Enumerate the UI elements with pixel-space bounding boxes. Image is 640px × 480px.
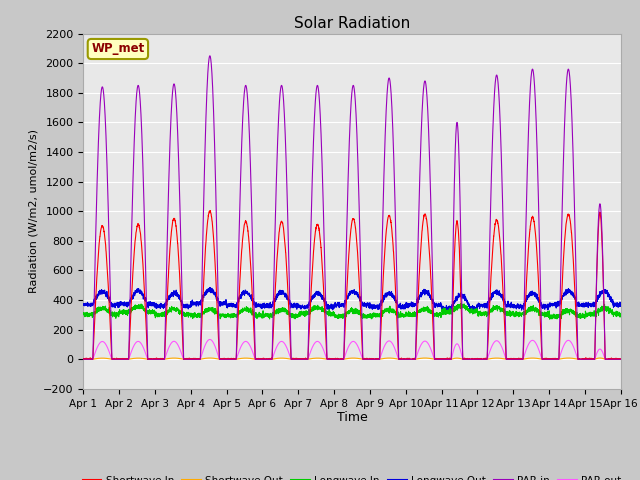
Y-axis label: Radiation (W/m2, umol/m2/s): Radiation (W/m2, umol/m2/s) [29, 129, 39, 293]
Title: Solar Radiation: Solar Radiation [294, 16, 410, 31]
Text: WP_met: WP_met [92, 42, 145, 56]
X-axis label: Time: Time [337, 411, 367, 424]
Legend: Shortwave In, Shortwave Out, Longwave In, Longwave Out, PAR in, PAR out: Shortwave In, Shortwave Out, Longwave In… [79, 472, 625, 480]
